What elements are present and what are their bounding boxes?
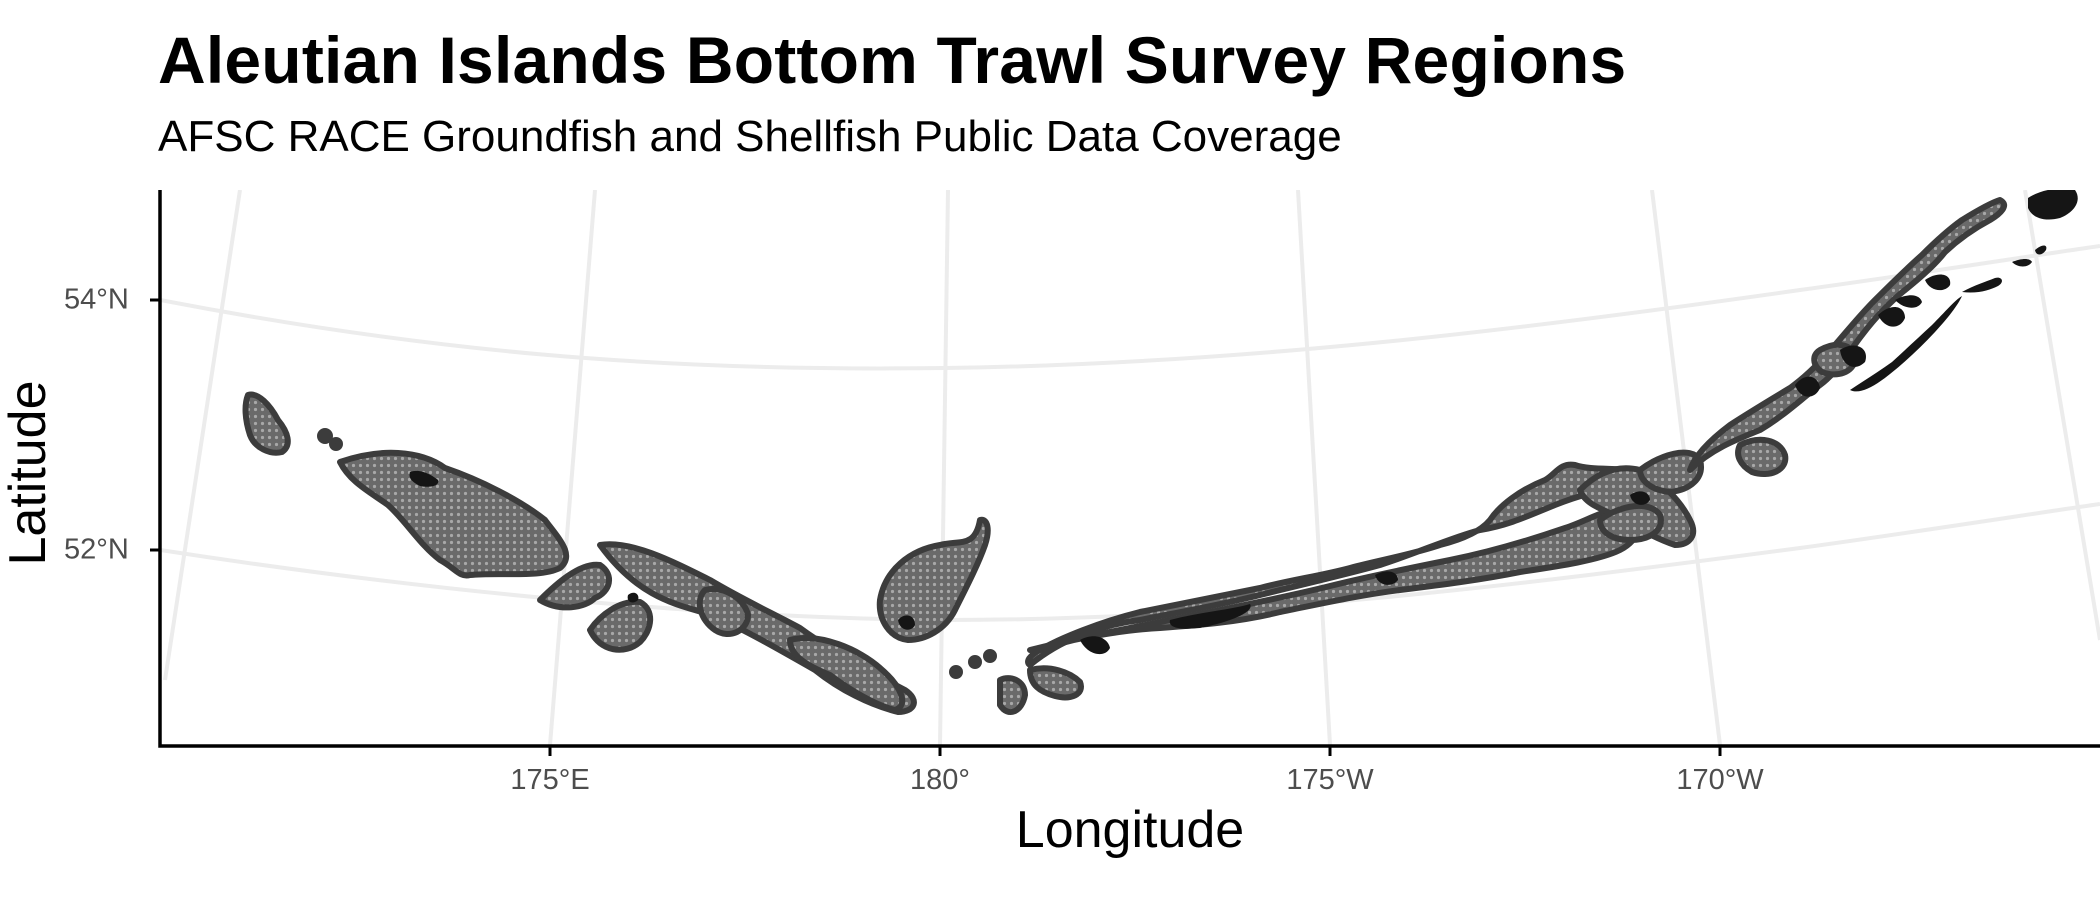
y-tick-label: 52°N <box>64 533 129 566</box>
x-tick-label: 175°W <box>1286 764 1374 796</box>
map-title: Aleutian Islands Bottom Trawl Survey Reg… <box>158 23 1627 97</box>
land-mass <box>409 190 2078 655</box>
y-axis-label: Latitude <box>0 380 57 566</box>
axis-lines <box>158 190 2100 748</box>
x-tick-label: 170°W <box>1676 764 1764 796</box>
x-tick-label: 175°E <box>510 764 590 796</box>
y-axis-ticks <box>150 298 160 552</box>
map-subtitle: AFSC RACE Groundfish and Shellfish Publi… <box>158 112 1342 161</box>
x-axis-ticks <box>548 746 1722 756</box>
x-axis-label: Longitude <box>1015 801 1245 859</box>
survey-area <box>242 197 2008 715</box>
x-tick-label: 180° <box>910 764 970 796</box>
y-tick-label: 54°N <box>64 283 129 316</box>
